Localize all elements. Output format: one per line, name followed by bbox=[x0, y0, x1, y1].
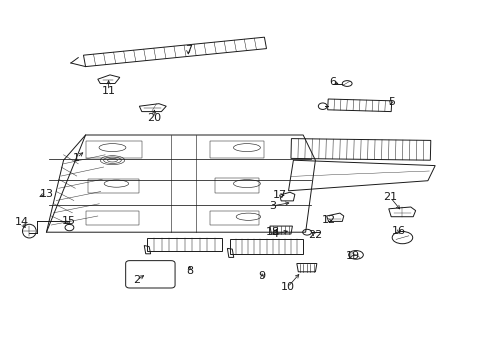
Text: 7: 7 bbox=[184, 45, 191, 55]
Text: 17: 17 bbox=[272, 190, 286, 200]
Text: 21: 21 bbox=[383, 192, 396, 202]
Text: 20: 20 bbox=[147, 113, 161, 123]
Text: 9: 9 bbox=[258, 271, 265, 282]
Text: 1: 1 bbox=[73, 153, 80, 163]
Text: 4: 4 bbox=[271, 229, 278, 239]
Text: 13: 13 bbox=[40, 189, 53, 199]
Text: 12: 12 bbox=[321, 215, 335, 225]
Text: 2: 2 bbox=[133, 275, 140, 285]
Text: 11: 11 bbox=[102, 86, 115, 96]
Text: 15: 15 bbox=[61, 216, 75, 226]
Text: 3: 3 bbox=[268, 201, 275, 211]
Text: 19: 19 bbox=[346, 251, 359, 261]
Text: 14: 14 bbox=[15, 217, 28, 228]
Text: 10: 10 bbox=[280, 282, 294, 292]
Text: 22: 22 bbox=[307, 230, 322, 240]
Text: 8: 8 bbox=[186, 266, 193, 276]
Text: 6: 6 bbox=[328, 77, 335, 87]
Text: 16: 16 bbox=[391, 226, 405, 236]
Text: 5: 5 bbox=[387, 96, 394, 107]
Text: 18: 18 bbox=[265, 227, 279, 237]
